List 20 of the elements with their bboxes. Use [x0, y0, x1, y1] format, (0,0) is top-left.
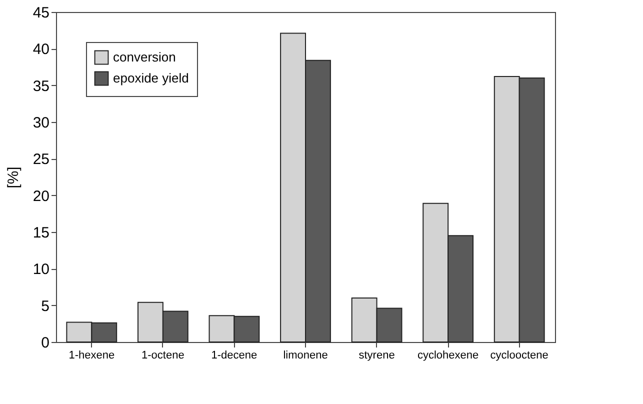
- legend-label: conversion: [113, 50, 176, 64]
- legend-label: epoxide yield: [113, 70, 189, 86]
- y-tick-label: 5: [41, 298, 50, 315]
- y-axis-title: [%]: [4, 166, 22, 188]
- y-tick-label: 10: [32, 261, 50, 278]
- y-tick-label: 25: [32, 151, 50, 168]
- y-tick-label: 20: [32, 188, 50, 205]
- x-tick-label: 1-hexene: [68, 350, 115, 362]
- y-tick-label: 0: [41, 334, 50, 352]
- x-tick-label: cyclooctene: [490, 350, 548, 362]
- y-tick-label: 35: [32, 78, 50, 95]
- x-tick-label: limonene: [283, 350, 328, 362]
- x-tick-label: 1-decene: [211, 350, 258, 362]
- y-tick-label: 45: [32, 4, 50, 22]
- x-tick-label: styrene: [358, 350, 395, 362]
- x-tick-label: cyclohexene: [417, 350, 479, 362]
- y-tick-label: 30: [32, 114, 50, 132]
- x-tick-label: 1-octene: [142, 350, 184, 362]
- y-tick-label: 15: [32, 224, 50, 242]
- y-tick-label: 40: [32, 41, 50, 58]
